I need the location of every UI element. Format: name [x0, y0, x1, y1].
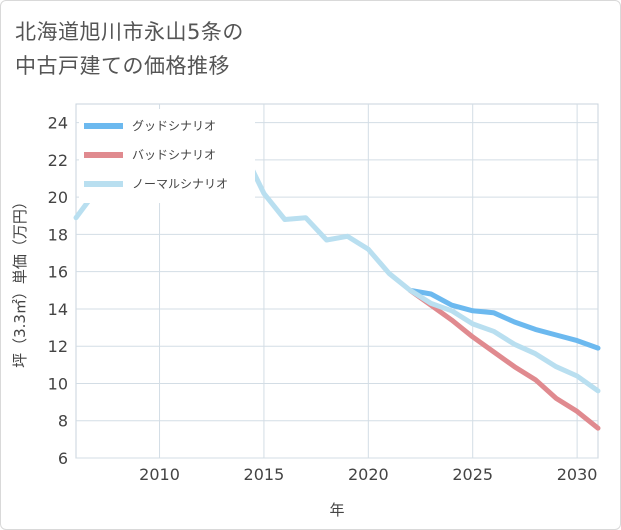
x-axis-label: 年: [329, 501, 344, 519]
y-tick-label: 14: [48, 300, 68, 319]
y-tick-label: 16: [48, 263, 68, 282]
series-line-1: [407, 287, 601, 431]
y-tick-label: 24: [48, 114, 68, 133]
y-tick-label: 20: [48, 188, 68, 207]
x-tick-label: 2030: [557, 465, 598, 484]
legend-label: バッドシナリオ: [132, 148, 216, 162]
y-tick-label: 8: [58, 412, 68, 431]
legend-label: グッドシナリオ: [132, 119, 216, 133]
y-tick-label: 22: [48, 151, 68, 170]
chart-title: 北海道旭川市永山5条の 中古戸建ての価格推移: [15, 15, 435, 83]
y-tick-label: 12: [48, 337, 68, 356]
y-tick-labels: 6 8 10 12 14 16 18 20 22 24: [48, 114, 68, 468]
y-tick-label: 18: [48, 225, 68, 244]
legend-label: ノーマルシナリオ: [132, 177, 228, 191]
x-tick-label: 2010: [139, 465, 180, 484]
x-tick-label: 2020: [348, 465, 389, 484]
x-tick-labels: 2010 2015 2020 2025 2030: [139, 465, 597, 484]
y-tick-label: 10: [48, 374, 68, 393]
x-tick-label: 2015: [244, 465, 285, 484]
chart-title-line-1: 北海道旭川市永山5条の: [15, 20, 244, 44]
chart-title-line-2: 中古戸建ての価格推移: [15, 54, 230, 78]
series-line-0: [407, 287, 601, 351]
x-tick-label: 2025: [452, 465, 493, 484]
y-tick-label: 6: [58, 449, 68, 468]
y-axis-label: 坪（3.3㎡）単価（万円）: [11, 194, 29, 368]
